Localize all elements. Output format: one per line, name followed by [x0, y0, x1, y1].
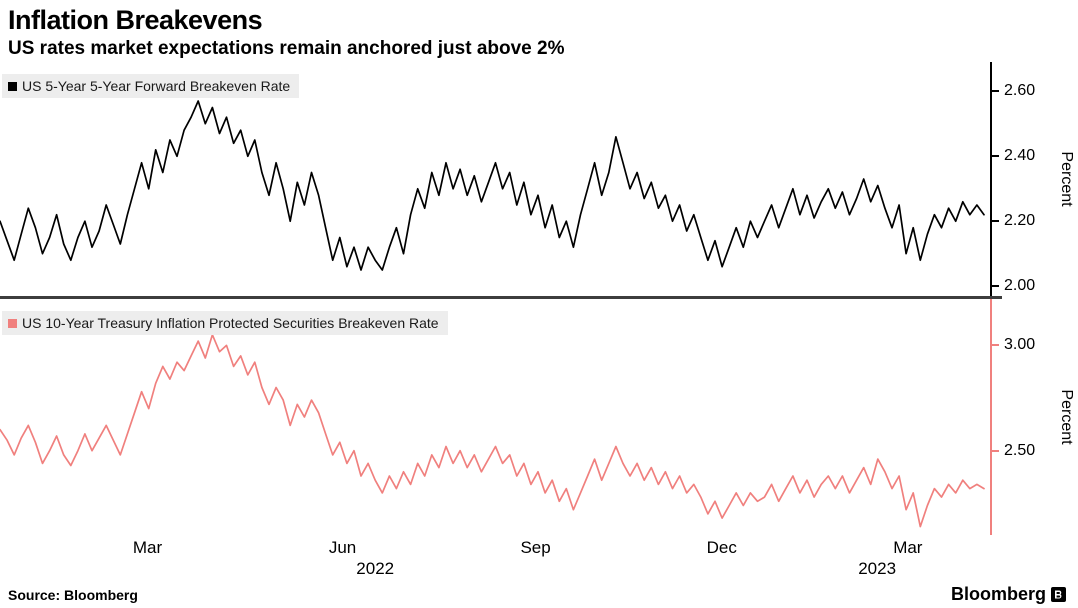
y-tick: 3.00: [992, 336, 1035, 354]
y-tick: 2.50: [992, 442, 1035, 460]
y-tick-mark: [992, 449, 999, 452]
bloomberg-wordmark: Bloomberg: [950, 584, 1046, 604]
y-tick: 2.00: [992, 277, 1035, 295]
header: Inflation Breakevens US rates market exp…: [0, 0, 1078, 62]
chart-subtitle: US rates market expectations remain anch…: [8, 38, 565, 59]
line-series-5y5y: [0, 100, 985, 271]
legend-swatch-icon: [8, 81, 17, 91]
source-label: Source: Bloomberg: [8, 586, 138, 603]
y-tick-label: 2.60: [1004, 82, 1036, 100]
y-tick-mark: [992, 220, 999, 223]
bloomberg-logo: Bloomberg: [951, 584, 1066, 605]
x-year-label: 2023: [858, 559, 897, 578]
y-tick-label: 2.50: [1004, 441, 1036, 459]
panel-5y5y-breakeven: US 5-Year 5-Year Forward Breakeven Rate …: [0, 62, 1078, 296]
panel-divider: [0, 296, 1002, 299]
legend-label: US 10-Year Treasury Inflation Protected …: [22, 315, 439, 331]
y-tick-label: 2.00: [1004, 277, 1036, 295]
y-tick-mark: [992, 344, 999, 347]
x-tick-label: Mar: [893, 538, 923, 557]
chart-title: Inflation Breakevens: [8, 5, 263, 35]
y-axis-10y-tips: Percent 2.50 3.00: [990, 299, 1076, 535]
line-series-10y-tips: [0, 333, 985, 528]
x-tick-label: Jun: [328, 538, 357, 557]
footer: Source: Bloomberg Bloomberg: [0, 581, 1078, 605]
y-axis-title: Percent: [1058, 389, 1075, 445]
y-tick-mark: [992, 90, 999, 93]
panel-10y-tips-breakeven: US 10-Year Treasury Inflation Protected …: [0, 299, 1078, 535]
legend-swatch-icon: [8, 318, 17, 328]
y-tick-label: 3.00: [1004, 336, 1036, 354]
legend-10y-tips: US 10-Year Treasury Inflation Protected …: [2, 311, 448, 335]
plot-5y5y-breakeven: US 5-Year 5-Year Forward Breakeven Rate: [0, 62, 990, 296]
legend-label: US 5-Year 5-Year Forward Breakeven Rate: [22, 78, 291, 94]
y-tick-mark: [992, 155, 999, 158]
y-axis-5y5y: Percent 2.00 2.20 2.40 2.60: [990, 62, 1076, 296]
x-tick-label: Dec: [706, 538, 737, 557]
y-tick: 2.60: [992, 82, 1035, 100]
y-tick-label: 2.20: [1004, 212, 1036, 230]
x-tick-label: Sep: [520, 538, 551, 557]
y-tick: 2.20: [992, 212, 1035, 230]
bloomberg-mark-icon: [1051, 587, 1066, 602]
y-axis-title: Percent: [1058, 151, 1075, 207]
x-axis: Mar Jun Sep Dec Mar 2022 2023: [0, 535, 990, 581]
x-year-label: 2022: [356, 559, 395, 578]
y-tick-label: 2.40: [1004, 147, 1036, 165]
plot-10y-tips-breakeven: US 10-Year Treasury Inflation Protected …: [0, 299, 990, 535]
y-tick: 2.40: [992, 147, 1035, 165]
y-tick-mark: [992, 285, 999, 288]
legend-5y5y: US 5-Year 5-Year Forward Breakeven Rate: [2, 74, 300, 98]
x-tick-label: Mar: [132, 538, 163, 557]
